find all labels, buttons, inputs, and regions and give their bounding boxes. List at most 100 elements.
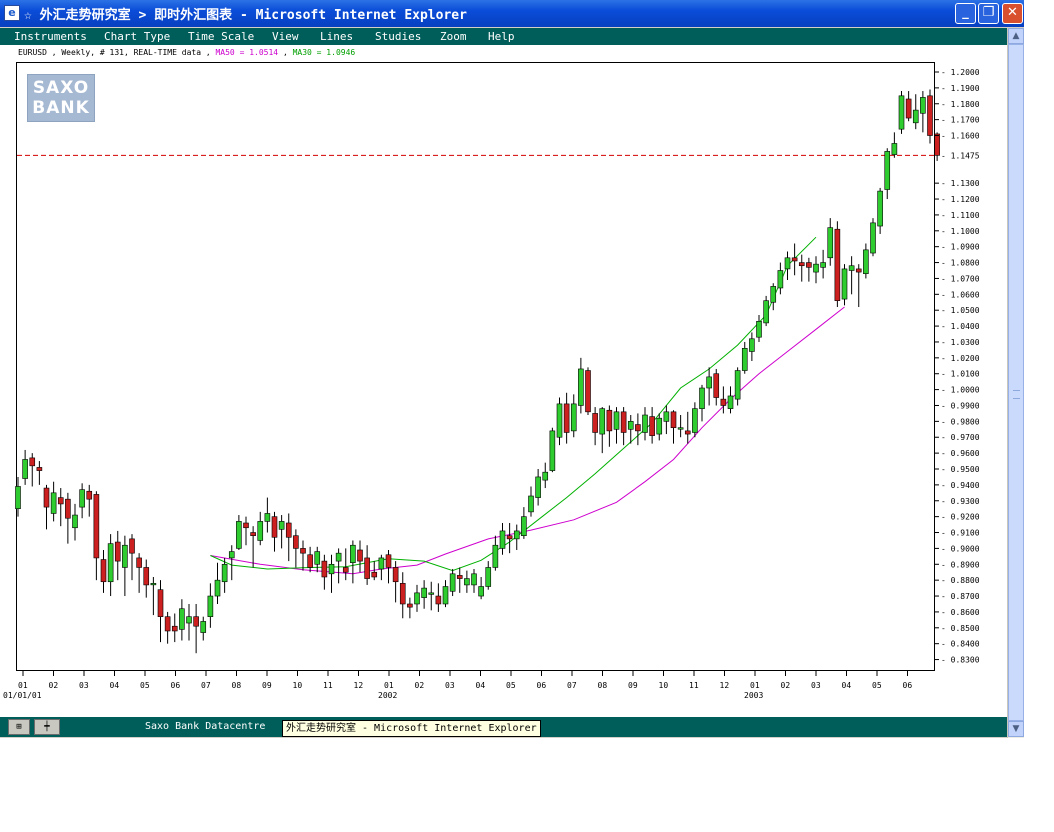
candle-body	[791, 257, 798, 262]
candle-body	[186, 616, 192, 624]
menu-studies[interactable]: Studies	[375, 30, 422, 43]
candle-body	[684, 430, 691, 435]
candle-body	[456, 575, 463, 579]
candle-body	[385, 554, 392, 568]
ie-icon[interactable]: e	[4, 5, 20, 21]
crosshair-icon[interactable]: ┿	[34, 719, 60, 735]
candle-body	[136, 557, 142, 568]
candle-body	[243, 522, 249, 529]
candle-body	[471, 573, 477, 586]
y-tick-label: - 0.9700	[941, 433, 980, 442]
close-button[interactable]: ✕	[1002, 3, 1023, 24]
menu-view[interactable]: View	[272, 30, 299, 43]
x-tick-label: 01	[18, 681, 28, 690]
candle-body	[307, 554, 313, 568]
menu-zoom[interactable]: Zoom	[440, 30, 467, 43]
candle-body	[870, 222, 876, 254]
chart-info-separator: ,	[282, 48, 288, 57]
menu-chart-type[interactable]: Chart Type	[104, 30, 171, 43]
browser-window: e ☆ 外汇走势研究室 > 即时外汇图表 - Microsoft Interne…	[0, 0, 1024, 738]
candle-body	[264, 513, 271, 522]
x-tick-label: 09	[628, 681, 638, 690]
x-tick-label: 06	[903, 681, 913, 690]
candle-body	[499, 530, 506, 549]
x-tick-label: 03	[445, 681, 455, 690]
x-tick-label: 03	[79, 681, 89, 690]
candle-body	[720, 398, 727, 406]
candle-body	[521, 516, 527, 536]
x-tick-label: 10	[293, 681, 303, 690]
candle-body	[855, 268, 862, 273]
x-tick-label: 01	[384, 681, 394, 690]
y-tick-label: - 0.9000	[941, 544, 980, 553]
menu-time-scale[interactable]: Time Scale	[188, 30, 255, 43]
y-tick-label: - 0.9100	[941, 529, 980, 538]
x-tick-label: 10	[659, 681, 669, 690]
candle-body	[806, 262, 812, 268]
year-2003-label: 2003	[744, 691, 763, 700]
y-tick-label: - 1.1600	[941, 132, 980, 141]
candle-body	[278, 521, 285, 530]
candle-body	[122, 544, 128, 568]
chart-menu-bar: Instruments Chart Type Time Scale View L…	[0, 28, 1008, 45]
candlestick-chart[interactable]: - 1.2000 - 1.1900 - 1.1800 - 1.1700 - 1.1600…	[0, 0, 1007, 717]
scroll-down-icon[interactable]: ▼	[1008, 721, 1024, 737]
y-tick-label: - 0.9800	[941, 417, 980, 426]
candle-body	[699, 387, 705, 409]
candle-body	[777, 270, 784, 289]
candle-body	[898, 95, 905, 130]
candle-body	[65, 498, 71, 519]
x-tick-label: 07	[567, 681, 577, 690]
candle-body	[848, 265, 855, 271]
vertical-scrollbar[interactable]: ▲ ▼	[1007, 28, 1024, 738]
candle-body	[421, 587, 427, 598]
logo-line-2: BANK	[32, 98, 90, 118]
candle-body	[677, 427, 684, 430]
candle-body	[221, 563, 228, 583]
current-price-label: - 1.1475	[941, 151, 980, 160]
y-tick-label: - 1.0000	[941, 386, 980, 395]
y-tick-label: - 1.0200	[941, 354, 980, 363]
candle-body	[257, 521, 264, 541]
plot-frame	[16, 62, 935, 671]
x-tick-label: 06	[537, 681, 547, 690]
maximize-button[interactable]: ❐	[978, 3, 999, 24]
menu-instruments[interactable]: Instruments	[14, 30, 87, 43]
menu-help[interactable]: Help	[488, 30, 515, 43]
candle-body	[485, 567, 492, 587]
candle-body	[891, 143, 898, 155]
candle-body	[763, 300, 769, 324]
x-tick-label: 08	[598, 681, 608, 690]
candle-body	[863, 249, 869, 274]
candle-body	[57, 497, 64, 505]
candle-body	[784, 257, 791, 270]
candle-body	[207, 595, 214, 617]
x-tick-label: 04	[842, 681, 852, 690]
candle-body	[920, 97, 926, 114]
menu-lines[interactable]: Lines	[320, 30, 354, 43]
candle-body	[884, 151, 891, 190]
title-bar[interactable]: e ☆ 外汇走势研究室 > 即时外汇图表 - Microsoft Interne…	[0, 0, 1024, 27]
chart-info-prefix: EURUSD , Weekly, # 131, REAL-TIME data ,	[18, 48, 211, 57]
candle-body	[321, 560, 328, 578]
y-tick-label: - 0.9900	[941, 401, 980, 410]
scroll-up-icon[interactable]: ▲	[1008, 28, 1024, 44]
scroll-thumb[interactable]	[1008, 44, 1024, 721]
candle-body	[528, 495, 534, 513]
candle-body	[570, 403, 577, 432]
candle-body	[414, 592, 420, 605]
candle-body	[150, 583, 157, 586]
x-tick-label: 04	[476, 681, 486, 690]
candle-body	[143, 567, 150, 586]
candle-body	[756, 321, 762, 338]
candle-body	[627, 421, 634, 430]
candle-body	[214, 579, 221, 597]
x-tick-label: 05	[872, 681, 882, 690]
window-toggle-icon[interactable]: ⊞	[8, 719, 30, 735]
minimize-button[interactable]: _	[955, 3, 976, 24]
window-title: ☆ 外汇走势研究室 > 即时外汇图表 - Microsoft Internet …	[24, 8, 467, 23]
candle-body	[706, 376, 712, 389]
candle-body	[114, 541, 121, 562]
y-tick-label: - 1.0400	[941, 322, 980, 331]
y-tick-label: - 1.0500	[941, 306, 980, 315]
